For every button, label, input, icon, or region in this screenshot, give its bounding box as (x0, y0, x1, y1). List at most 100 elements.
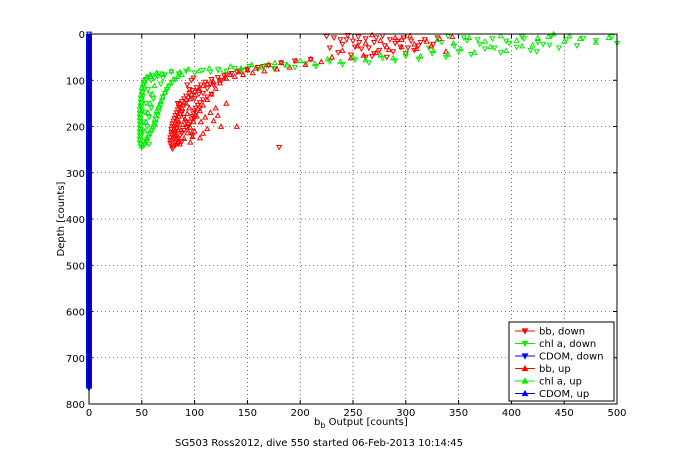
data-point (166, 83, 173, 90)
legend-marker (521, 364, 529, 372)
data-point (207, 109, 214, 115)
data-point (533, 49, 540, 55)
data-point (291, 58, 299, 65)
data-point (244, 66, 251, 73)
data-point (214, 112, 221, 118)
data-point (172, 129, 179, 136)
y-tick-label: 700 (66, 354, 85, 365)
data-point (184, 82, 191, 89)
data-point (155, 71, 162, 78)
data-point (444, 51, 452, 57)
legend-marker (521, 328, 529, 335)
data-point (406, 32, 414, 39)
data-point (270, 65, 277, 72)
data-point (227, 71, 234, 78)
legend-label: bb, up (539, 364, 571, 375)
data-point (351, 44, 359, 51)
data-point (204, 80, 211, 87)
data-point (474, 37, 481, 43)
data-point (187, 124, 194, 130)
data-point (430, 41, 437, 48)
data-point (259, 63, 266, 70)
data-point (199, 82, 207, 89)
data-point (292, 57, 300, 64)
data-point (373, 49, 380, 55)
x-tick-label: 250 (343, 408, 362, 419)
data-point (192, 105, 199, 112)
data-point (195, 87, 202, 93)
data-point (199, 67, 207, 74)
data-point (186, 87, 193, 93)
data-point (143, 124, 151, 130)
data-point (362, 56, 369, 63)
data-point (497, 50, 504, 56)
data-point (147, 100, 154, 106)
data-point (152, 112, 159, 118)
data-point (377, 51, 384, 58)
data-point (151, 82, 158, 89)
data-point (502, 47, 510, 53)
y-tick-label: 600 (66, 308, 85, 319)
data-point (144, 87, 152, 93)
data-point (168, 126, 175, 133)
data-point (191, 70, 198, 77)
data-point (235, 68, 243, 75)
data-point (178, 71, 186, 78)
data-point (197, 118, 205, 125)
x-axis-label: bb Output [counts] (314, 417, 408, 430)
data-point (491, 45, 498, 52)
data-point (141, 110, 149, 116)
data-point (265, 61, 272, 67)
data-point (159, 76, 167, 82)
data-point (172, 126, 179, 133)
data-point (263, 63, 270, 69)
data-point (139, 93, 147, 100)
data-point (208, 76, 215, 83)
data-point (397, 44, 404, 51)
data-point (489, 36, 496, 42)
data-point (563, 37, 570, 43)
data-point (337, 58, 344, 65)
data-point (190, 118, 197, 125)
data-point (168, 67, 175, 74)
data-point (174, 137, 181, 144)
data-point (417, 52, 424, 59)
data-point (171, 115, 178, 122)
legend-marker (521, 377, 529, 384)
data-point (173, 121, 180, 127)
data-point (187, 138, 194, 145)
legend-label: chl a, up (539, 377, 582, 388)
data-point (421, 37, 428, 43)
data-point (430, 47, 437, 53)
x-tick-label: 500 (607, 408, 626, 419)
data-point (434, 36, 441, 42)
data-point (191, 127, 198, 134)
data-point (347, 52, 355, 59)
data-point (206, 64, 213, 71)
data-point (311, 60, 319, 66)
data-point (248, 61, 255, 67)
x-axis-label-main: b (314, 417, 320, 428)
data-point (179, 121, 187, 127)
data-point (196, 134, 204, 141)
data-point (146, 141, 153, 148)
data-point (202, 79, 209, 86)
data-point (195, 67, 202, 74)
data-point (383, 43, 390, 50)
data-point (167, 138, 174, 144)
data-point (204, 125, 211, 132)
data-point (191, 91, 198, 98)
data-point (190, 75, 197, 82)
data-point (161, 72, 169, 79)
y-tick-label: 0 (79, 30, 85, 41)
data-point (466, 34, 473, 41)
data-point (140, 86, 148, 92)
data-point (176, 140, 183, 147)
data-point (392, 40, 399, 47)
data-point (402, 51, 409, 57)
data-point (284, 62, 291, 68)
data-point (221, 75, 228, 81)
data-point (328, 53, 336, 60)
data-point (188, 90, 195, 97)
